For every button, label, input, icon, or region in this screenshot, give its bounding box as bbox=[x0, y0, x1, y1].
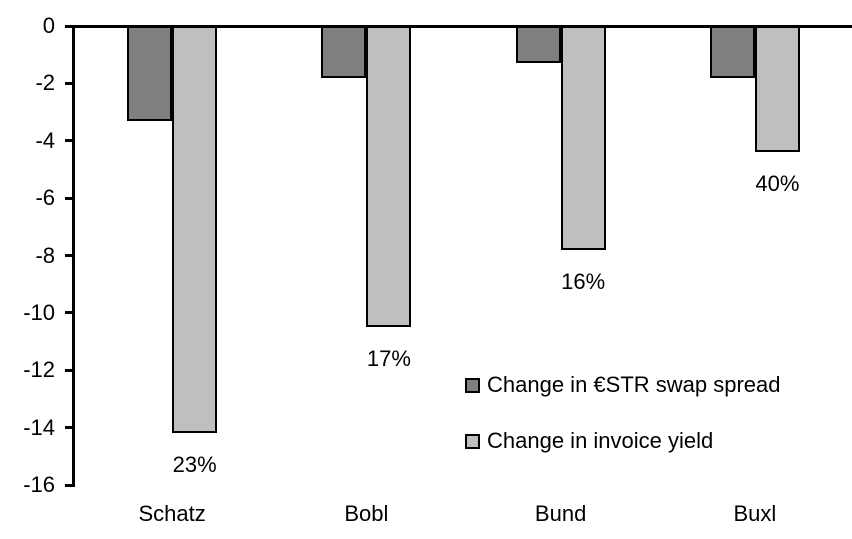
legend-swatch-invoice-yield-icon bbox=[465, 433, 480, 449]
legend-swatch-swap-spread-icon bbox=[465, 377, 480, 393]
bar-change-in-str-swap-spread-bund bbox=[515, 26, 561, 64]
x-axis-label-bund: Bund bbox=[534, 501, 587, 526]
y-axis-tick-label: -16 bbox=[23, 472, 55, 497]
data-label-bund: 16% bbox=[561, 268, 606, 294]
legend-label-invoice-yield: Change in invoice yield bbox=[487, 428, 714, 453]
x-axis-label-buxl: Buxl bbox=[733, 501, 777, 526]
x-axis-label-schatz: Schatz bbox=[138, 501, 206, 526]
bar-change-in-invoice-yield-bund bbox=[560, 26, 606, 250]
y-axis-tick-label: -4 bbox=[35, 127, 55, 153]
legend-item-swap-spread: Change in €STR swap spread bbox=[465, 372, 781, 398]
y-axis-tick bbox=[65, 196, 75, 200]
bar-change-in-str-swap-spread-schatz bbox=[127, 26, 173, 121]
y-axis-tick bbox=[65, 24, 75, 28]
y-axis-tick-label: -8 bbox=[35, 242, 55, 268]
bar-change-in-invoice-yield-buxl bbox=[754, 26, 800, 153]
y-axis-tick bbox=[65, 426, 75, 430]
bar-change-in-str-swap-spread-bobl bbox=[321, 26, 367, 78]
y-axis-tick bbox=[65, 483, 75, 487]
data-label-schatz: 23% bbox=[172, 452, 217, 478]
data-label-buxl: 40% bbox=[755, 171, 800, 197]
y-axis-tick bbox=[65, 368, 75, 372]
legend-label-swap-spread: Change in €STR swap spread bbox=[487, 372, 781, 397]
x-axis-zero-line bbox=[65, 24, 852, 28]
x-axis-label-bobl: Bobl bbox=[344, 501, 389, 526]
y-axis-tick-label: -12 bbox=[23, 357, 55, 383]
y-axis-tick bbox=[65, 254, 75, 257]
bar-change-in-str-swap-spread-buxl bbox=[709, 26, 755, 78]
y-axis-tick bbox=[65, 81, 75, 85]
bar-change-in-invoice-yield-schatz bbox=[172, 26, 218, 434]
bar-change-in-invoice-yield-bobl bbox=[366, 26, 412, 328]
y-axis-tick bbox=[65, 311, 75, 315]
y-axis-tick-label: 0 bbox=[42, 13, 55, 38]
y-axis-tick-label: -14 bbox=[23, 414, 55, 440]
legend: Change in €STR swap spread Change in inv… bbox=[465, 372, 781, 484]
legend-item-invoice-yield: Change in invoice yield bbox=[465, 428, 781, 454]
y-axis-tick-label: -10 bbox=[23, 299, 55, 325]
y-axis-tick bbox=[65, 139, 75, 143]
data-label-bobl: 17% bbox=[366, 346, 411, 372]
y-axis-tick-label: -6 bbox=[35, 185, 55, 211]
y-axis-tick-label: -2 bbox=[35, 70, 55, 96]
